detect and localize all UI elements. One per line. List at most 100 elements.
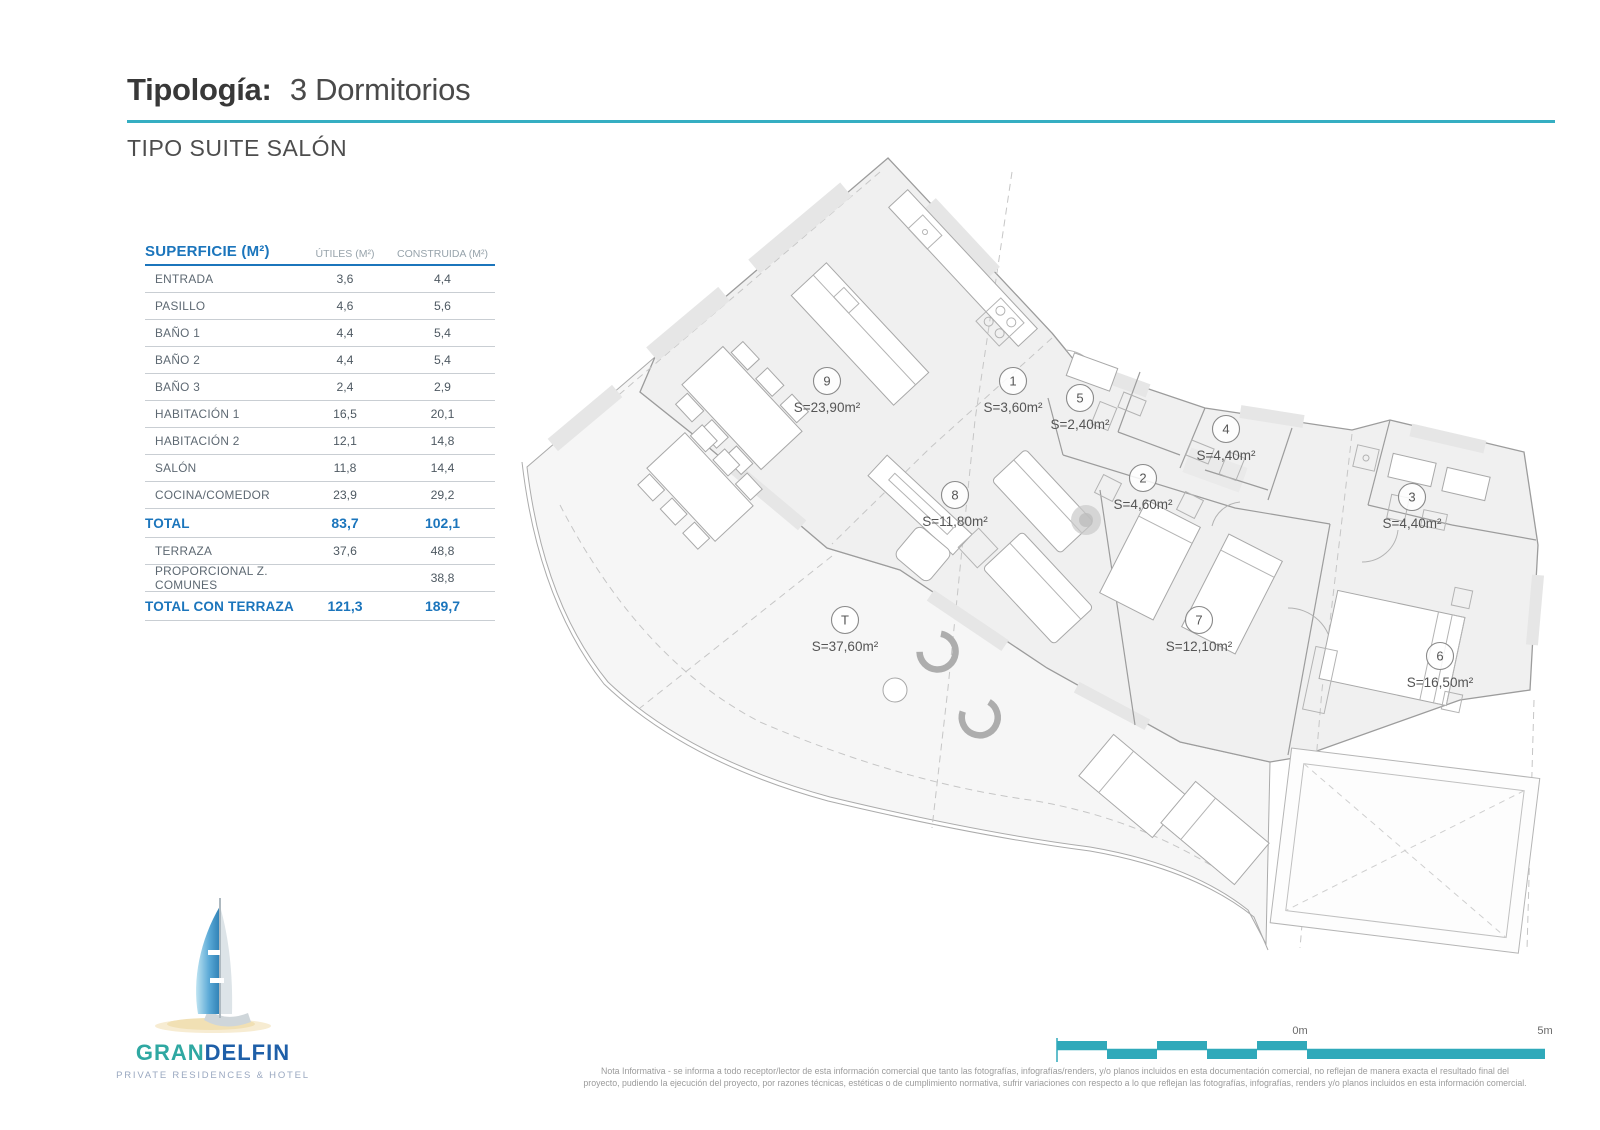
title-divider — [127, 120, 1555, 123]
svg-text:7: 7 — [1195, 613, 1202, 628]
brand-logo: GRANDELFIN PRIVATE RESIDENCES & HOTEL — [108, 888, 318, 1081]
room-label: 5 S=2,40m² — [1051, 383, 1110, 432]
row-label: BAÑO 2 — [155, 353, 201, 367]
svg-text:3: 3 — [1408, 490, 1415, 505]
row-utiles-value: 2,4 — [336, 380, 354, 394]
row-label: TERRAZA — [155, 544, 213, 558]
dining-table — [674, 340, 810, 476]
table-row: BAÑO 1 4,4 5,4 — [145, 320, 495, 347]
row-label: PROPORCIONAL Z. COMUNES — [155, 564, 268, 592]
floor-plan-drawing: 9 S=23,90m² 1 S=3,60m² 5 S=2,40m² 4 S=4,40m² 2 S=… — [521, 157, 1545, 954]
scale-five-label: 5m — [1537, 1025, 1552, 1037]
row-construida-value: 4,4 — [434, 272, 451, 286]
row-label: COCINA/COMEDOR — [155, 488, 270, 502]
svg-text:9: 9 — [823, 374, 830, 389]
table-row: PROPORCIONAL Z. COMUNES 38,8 — [145, 564, 495, 592]
svg-text:S=4,40m²: S=4,40m² — [1383, 516, 1442, 531]
sun-lounger — [1160, 780, 1270, 886]
row-label: HABITACIÓN 2 — [155, 434, 240, 448]
row-label: ENTRADA — [155, 272, 214, 286]
row-utiles-value: 4,4 — [336, 326, 354, 340]
room-label: 3 S=4,40m² — [1383, 482, 1442, 531]
row-construida-value: 102,1 — [424, 515, 461, 531]
room-label: 6 S=16,50m² — [1407, 641, 1474, 690]
col-utiles: ÚTILES (M²) — [315, 248, 375, 260]
scale-zero-label: 0m — [1292, 1025, 1307, 1037]
stove-icon — [975, 297, 1025, 347]
service-box — [1269, 747, 1541, 954]
row-label: BAÑO 1 — [155, 326, 201, 340]
kitchen-furniture — [674, 188, 1119, 476]
col-superficie: SUPERFICIE (M²) — [145, 243, 270, 260]
legal-note: Nota Informativa - se informa a todo rec… — [515, 1066, 1595, 1089]
row-label: TOTAL — [145, 515, 190, 531]
row-utiles-value: 16,5 — [333, 407, 357, 421]
row-utiles-value: 23,9 — [333, 488, 357, 502]
row-construida-value: 20,1 — [430, 407, 455, 421]
room-label: 7 S=12,10m² — [1166, 605, 1233, 654]
legal-note-line1: Nota Informativa - se informa a todo rec… — [600, 1066, 1510, 1076]
row-utiles-value: 3,6 — [336, 272, 354, 286]
svg-text:5: 5 — [1076, 391, 1083, 406]
terrace-parapet — [521, 461, 1269, 951]
svg-text:S=4,40m²: S=4,40m² — [1197, 448, 1256, 463]
table-row: BAÑO 2 4,4 5,4 — [145, 347, 495, 374]
svg-text:S=16,50m²: S=16,50m² — [1407, 675, 1474, 690]
row-utiles-value: 4,4 — [336, 353, 354, 367]
row-construida-value: 14,8 — [430, 434, 455, 448]
row-utiles-value: 11,8 — [333, 461, 357, 475]
svg-text:S=2,40m²: S=2,40m² — [1051, 417, 1110, 432]
svg-text:T: T — [841, 613, 849, 628]
svg-text:8: 8 — [951, 488, 958, 503]
svg-text:S=4,60m²: S=4,60m² — [1114, 497, 1173, 512]
table-row: COCINA/COMEDOR 23,9 29,2 — [145, 482, 495, 509]
room-label: 9 S=23,90m² — [794, 366, 861, 415]
svg-text:S=3,60m²: S=3,60m² — [984, 400, 1043, 415]
row-utiles-value: 121,3 — [327, 598, 363, 614]
sun-lounger — [1078, 733, 1188, 839]
room-label: 4 S=4,40m² — [1197, 414, 1256, 463]
row-construida-value: 38,8 — [430, 571, 455, 585]
kitchen-island — [790, 262, 930, 406]
row-construida-value: 189,7 — [424, 598, 461, 614]
legal-note-line2: proyecto, pudiendo la ejecución del proy… — [583, 1077, 1527, 1088]
row-utiles-value: 4,6 — [336, 299, 354, 313]
row-construida-value: 5,6 — [434, 299, 451, 313]
row-construida-value: 5,4 — [434, 353, 451, 367]
surface-table: SUPERFICIE (M²) ÚTILES (M²) CONSTRUIDA (… — [145, 236, 495, 621]
room-labels: 9 S=23,90m² 1 S=3,60m² 5 S=2,40m² 4 S=4,40m² 2 S=… — [794, 366, 1474, 690]
page-title: Tipología: 3 Dormitorios — [127, 72, 471, 108]
table-row: PASILLO 4,6 5,6 — [145, 293, 495, 320]
brand-tagline: PRIVATE RESIDENCES & HOTEL — [116, 1070, 310, 1081]
row-label: HABITACIÓN 1 — [155, 407, 240, 421]
terrace-cover-dashed-line — [559, 504, 1229, 877]
svg-text:S=37,60m²: S=37,60m² — [812, 639, 879, 654]
col-construida: CONSTRUIDA (M²) — [397, 248, 488, 260]
window-hatches — [547, 182, 1545, 731]
row-construida-value: 5,4 — [434, 326, 451, 340]
svg-text:6: 6 — [1436, 649, 1443, 664]
terrace-furniture — [637, 424, 1270, 886]
room-label: 1 S=3,60m² — [984, 366, 1043, 415]
bathroom-fixtures — [1090, 391, 1491, 531]
table-row: ENTRADA 3,6 4,4 — [145, 266, 495, 293]
surface-table-header: SUPERFICIE (M²) ÚTILES (M²) CONSTRUIDA (… — [145, 236, 495, 266]
brand-name: GRANDELFIN — [108, 1040, 318, 1066]
row-utiles-value: 12,1 — [333, 434, 357, 448]
brand-name-delfin: DELFIN — [204, 1040, 291, 1065]
room-label: T S=37,60m² — [812, 605, 879, 654]
row-label: TOTAL CON TERRAZA — [145, 598, 294, 614]
page-subtitle: TIPO SUITE SALÓN — [127, 135, 348, 161]
svg-text:S=12,10m²: S=12,10m² — [1166, 639, 1233, 654]
svg-text:1: 1 — [1009, 374, 1016, 389]
table-row: TOTAL 83,7 102,1 — [145, 509, 495, 538]
terrace-dashed-line — [639, 555, 833, 709]
room-label: 2 S=4,60m² — [1114, 463, 1173, 512]
svg-text:S=23,90m²: S=23,90m² — [794, 400, 861, 415]
table-row: BAÑO 3 2,4 2,9 — [145, 374, 495, 401]
page-title-value: 3 Dormitorios — [289, 72, 471, 107]
plant-icon — [1079, 513, 1093, 527]
svg-text:2: 2 — [1139, 471, 1146, 486]
row-construida-value: 29,2 — [430, 488, 455, 502]
